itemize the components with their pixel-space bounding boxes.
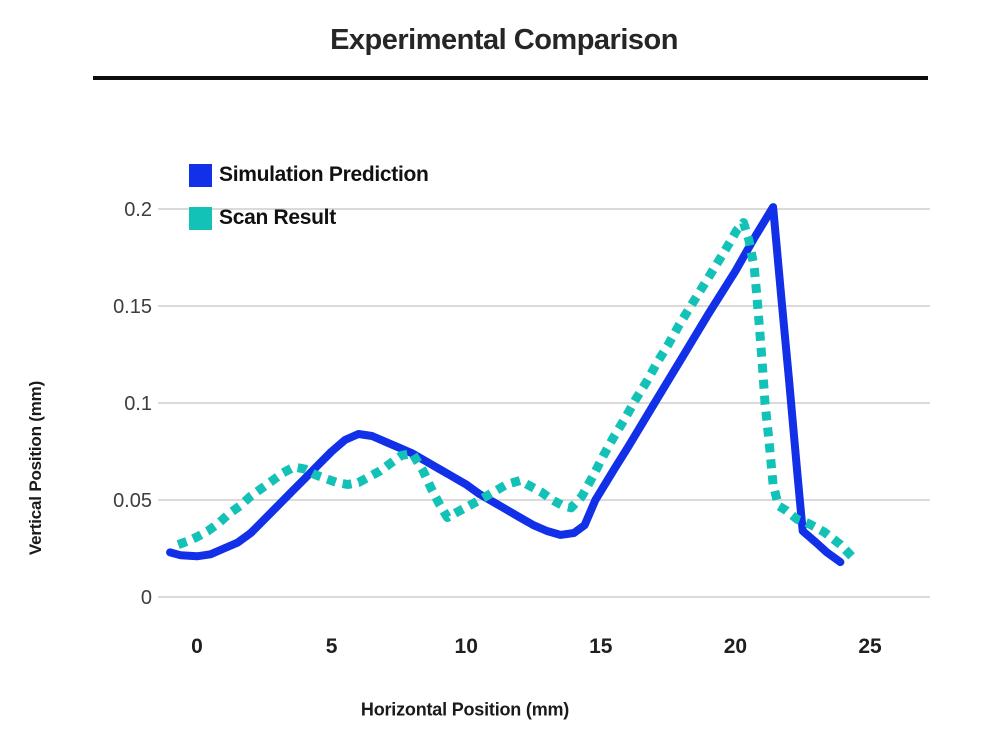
title-divider [93, 76, 928, 80]
series-line-scan-result [176, 218, 856, 561]
y-tick-label: 0.2 [124, 199, 152, 221]
x-axis-title: Horizontal Position (mm) [360, 699, 570, 720]
scan-result-swatch-icon [189, 206, 212, 230]
simulation-prediction-swatch-icon [189, 163, 212, 187]
legend-label-simulation-prediction: Simulation Prediction [219, 163, 429, 186]
y-axis-title: Vertical Position (mm) [26, 380, 45, 556]
y-tick-label: 0 [141, 587, 152, 609]
x-tick-label: 10 [455, 635, 478, 658]
legend: Simulation Prediction Scan Result [189, 163, 429, 249]
chart-title: Experimental Comparison [330, 24, 678, 56]
y-tick-label: 0.1 [124, 393, 152, 415]
y-tick-label: 0.15 [113, 296, 152, 318]
x-axis-tick-labels: 0 5 10 15 20 25 [191, 635, 882, 658]
x-tick-label: 5 [326, 635, 338, 658]
x-tick-label: 20 [724, 635, 747, 658]
legend-item-scan-result: Scan Result [189, 206, 429, 230]
series-line-simulation-prediction [166, 203, 845, 567]
y-axis-tick-labels: 0 0.05 0.1 0.15 0.2 [113, 199, 152, 609]
x-tick-label: 25 [858, 635, 882, 658]
legend-label-scan-result: Scan Result [219, 206, 336, 229]
legend-item-simulation-prediction: Simulation Prediction [189, 163, 429, 187]
y-tick-label: 0.05 [113, 490, 152, 512]
x-tick-label: 0 [191, 635, 203, 658]
x-tick-label: 15 [589, 635, 613, 658]
series-lines [166, 203, 856, 567]
